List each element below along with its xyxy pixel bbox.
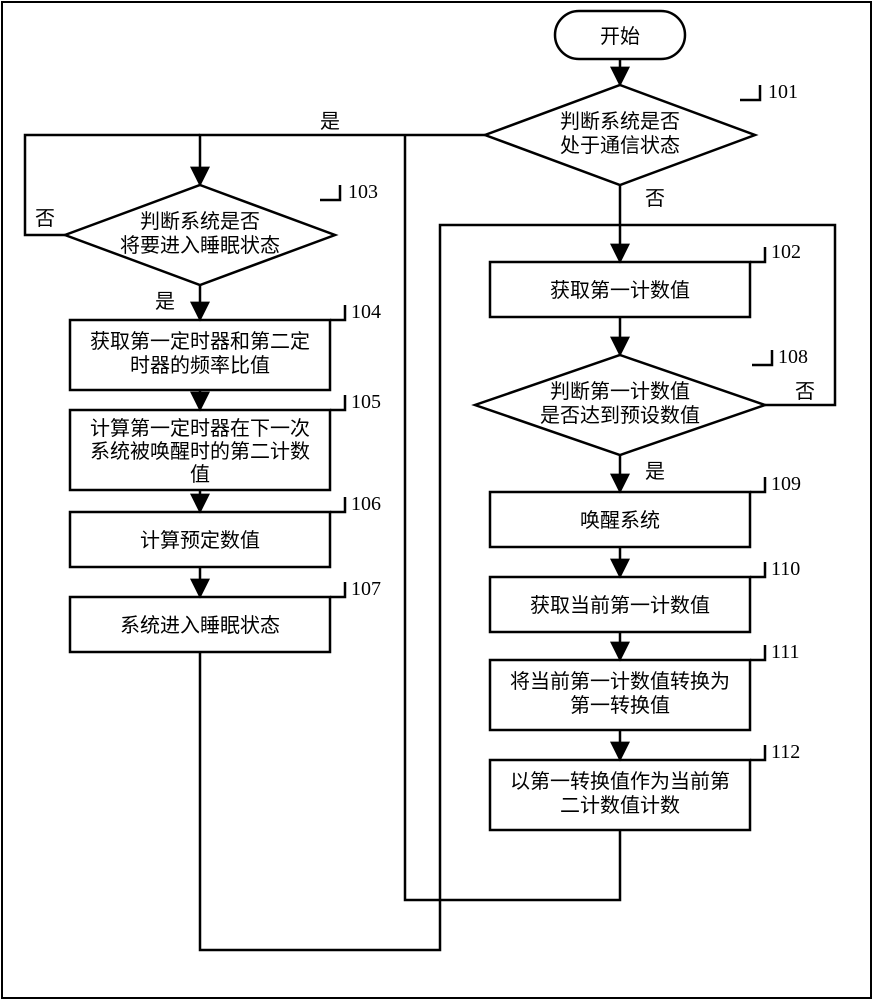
num-110: 110 bbox=[771, 558, 800, 580]
p104-line1: 获取第一定时器和第二定 bbox=[90, 330, 310, 353]
num-102: 102 bbox=[771, 241, 801, 263]
label-d101-yes: 是 bbox=[320, 111, 340, 133]
p110-line1: 获取当前第一计数值 bbox=[530, 594, 710, 617]
p112-line2: 二计数值计数 bbox=[560, 794, 680, 817]
d103-line2: 将要进入睡眠状态 bbox=[120, 234, 280, 257]
callout-112: 112 bbox=[750, 741, 800, 763]
label-d108-no: 否 bbox=[795, 381, 815, 403]
num-108: 108 bbox=[778, 346, 808, 368]
label-d103-no: 否 bbox=[35, 208, 55, 230]
d108-line2: 是否达到预设数值 bbox=[540, 404, 700, 427]
node-start: 开始 bbox=[555, 11, 685, 59]
callout-105: 105 bbox=[330, 391, 381, 413]
node-p102: 获取第一计数值 bbox=[490, 262, 750, 317]
label-d103-yes: 是 bbox=[155, 291, 175, 313]
p102-line1: 获取第一计数值 bbox=[550, 279, 690, 302]
callout-109: 109 bbox=[750, 473, 801, 495]
p111-line2: 第一转换值 bbox=[570, 694, 670, 717]
d103-line1: 判断系统是否 bbox=[140, 210, 260, 233]
p111-line1: 将当前第一计数值转换为 bbox=[510, 670, 730, 693]
num-109: 109 bbox=[771, 473, 801, 495]
node-p107: 系统进入睡眠状态 bbox=[70, 597, 330, 652]
p109-line1: 唤醒系统 bbox=[580, 509, 660, 532]
num-101: 101 bbox=[768, 81, 798, 103]
node-p105: 计算第一定时器在下一次 系统被唤醒时的第二计数 值 bbox=[70, 410, 330, 490]
edge-d101-d103 bbox=[200, 135, 485, 185]
node-p109: 唤醒系统 bbox=[490, 492, 750, 547]
callout-110: 110 bbox=[750, 558, 800, 580]
callout-101: 101 bbox=[740, 81, 798, 103]
p104-line2: 时器的频率比值 bbox=[130, 354, 270, 377]
callout-106: 106 bbox=[330, 493, 381, 515]
num-104: 104 bbox=[351, 301, 381, 323]
node-d103: 判断系统是否 将要进入睡眠状态 bbox=[65, 185, 335, 285]
num-107: 107 bbox=[351, 578, 381, 600]
num-103: 103 bbox=[348, 181, 378, 203]
num-112: 112 bbox=[771, 741, 800, 763]
node-p111: 将当前第一计数值转换为 第一转换值 bbox=[490, 660, 750, 730]
p105-line3: 值 bbox=[190, 463, 210, 486]
d108-line1: 判断第一计数值 bbox=[550, 380, 690, 403]
start-label: 开始 bbox=[600, 25, 640, 48]
callout-107: 107 bbox=[330, 578, 381, 600]
node-d101: 判断系统是否 处于通信状态 bbox=[485, 85, 755, 185]
p105-line1: 计算第一定时器在下一次 bbox=[90, 417, 310, 440]
callout-108: 108 bbox=[752, 346, 808, 368]
callout-103: 103 bbox=[320, 181, 378, 203]
label-d108-yes: 是 bbox=[645, 461, 665, 483]
node-d108: 判断第一计数值 是否达到预设数值 bbox=[475, 355, 765, 455]
node-p110: 获取当前第一计数值 bbox=[490, 577, 750, 632]
label-d101-no: 否 bbox=[645, 188, 665, 210]
p106-line1: 计算预定数值 bbox=[140, 529, 260, 552]
node-p104: 获取第一定时器和第二定 时器的频率比值 bbox=[70, 320, 330, 390]
callout-111: 111 bbox=[750, 641, 800, 663]
d101-line1: 判断系统是否 bbox=[560, 110, 680, 133]
d101-line2: 处于通信状态 bbox=[560, 134, 680, 157]
node-p106: 计算预定数值 bbox=[70, 512, 330, 567]
callout-102: 102 bbox=[750, 241, 801, 263]
num-106: 106 bbox=[351, 493, 381, 515]
p107-line1: 系统进入睡眠状态 bbox=[120, 614, 280, 637]
num-105: 105 bbox=[351, 391, 381, 413]
node-p112: 以第一转换值作为当前第 二计数值计数 bbox=[490, 760, 750, 830]
callout-104: 104 bbox=[330, 301, 381, 323]
p105-line2: 系统被唤醒时的第二计数 bbox=[90, 440, 310, 463]
p112-line1: 以第一转换值作为当前第 bbox=[510, 770, 730, 793]
num-111: 111 bbox=[771, 641, 800, 663]
flowchart-canvas: 开始 判断系统是否 处于通信状态 101 判断系统是否 将要进入睡眠状态 103… bbox=[0, 0, 873, 1000]
